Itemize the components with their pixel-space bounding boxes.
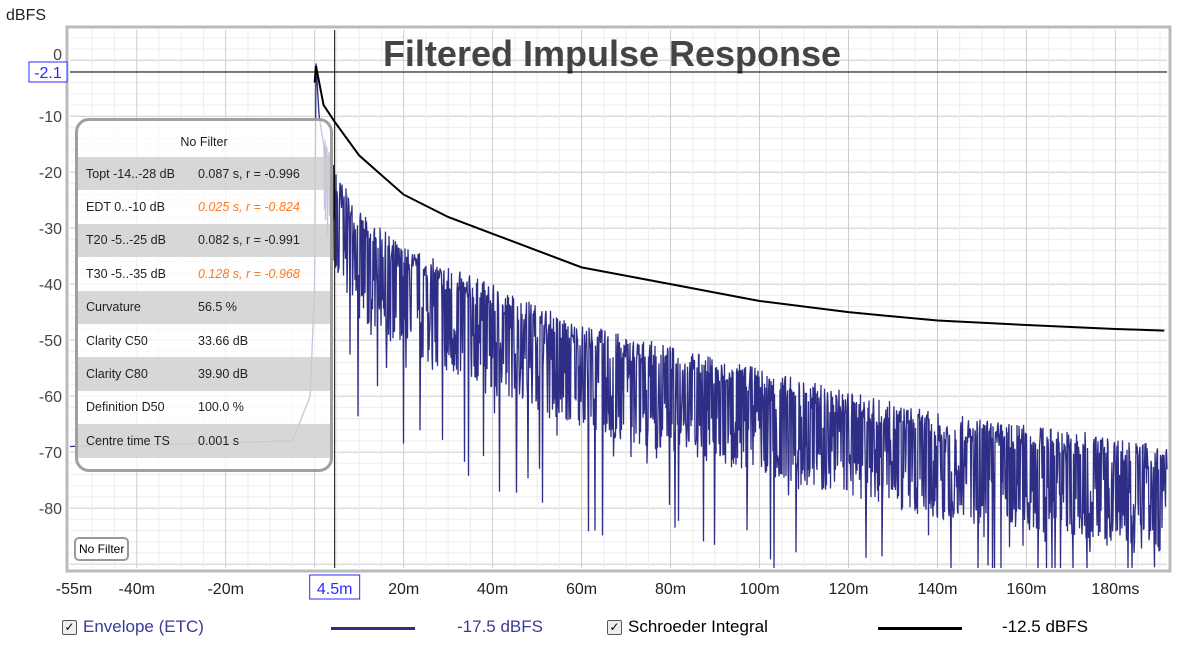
x-tick-label: 180ms	[1091, 581, 1139, 598]
panel-title: No Filter	[180, 135, 228, 149]
y-tick-label: -30	[39, 221, 62, 238]
parameter-value: 33.66 dB	[198, 333, 249, 348]
y-tick-label: -10	[39, 109, 62, 126]
parameter-row: Topt -14..-28 dB 0.087 s, r = -0.996	[78, 157, 330, 191]
y-tick-label: -50	[39, 333, 62, 350]
chart-title: Filtered Impulse Response	[383, 33, 841, 74]
x-tick-label: -40m	[119, 581, 155, 598]
x-tick-label: 60m	[566, 581, 597, 598]
parameter-row: T20 -5..-25 dB 0.082 s, r = -0.991	[78, 223, 330, 258]
parameter-row: EDT 0..-10 dB 0.025 s, r = -0.824	[78, 190, 330, 223]
envelope-label: Envelope (ETC)	[83, 617, 204, 636]
x-tick-label: 140m	[917, 581, 957, 598]
legend-envelope[interactable]: ✓ Envelope (ETC)	[62, 617, 204, 637]
parameter-label: Definition D50	[86, 400, 165, 415]
parameter-label: Clarity C80	[86, 367, 148, 382]
envelope-level: -17.5 dBFS	[457, 617, 543, 636]
cursor-x-box	[309, 574, 361, 600]
parameter-row: T30 -5..-35 dB 0.128 s, r = -0.968	[78, 257, 330, 290]
x-tick-label: 160m	[1006, 581, 1046, 598]
cursor-y-box	[28, 61, 68, 83]
x-tick-label: -20m	[207, 581, 243, 598]
parameter-value: 100.0 %	[198, 400, 244, 415]
parameter-label: EDT 0..-10 dB	[86, 200, 165, 215]
parameter-row: Definition D50 100.0 %	[78, 391, 330, 424]
y-tick-label: -70	[39, 445, 62, 462]
parameter-value: 0.001 s	[198, 433, 240, 448]
schroeder-level: -12.5 dBFS	[1002, 617, 1088, 636]
parameter-label: T20 -5..-25 dB	[86, 233, 166, 248]
parameter-label: Curvature	[86, 300, 141, 315]
legend-schroeder[interactable]: ✓ Schroeder Integral	[607, 617, 768, 637]
parameter-value: 0.025 s, r = -0.824	[198, 200, 300, 215]
envelope-checkbox[interactable]: ✓	[62, 619, 77, 635]
parameter-row: Curvature 56.5 %	[78, 290, 330, 324]
parameter-label: T30 -5..-35 dB	[86, 266, 166, 281]
parameter-value: 39.90 dB	[198, 367, 249, 382]
schroeder-checkbox[interactable]: ✓	[607, 619, 622, 635]
x-tick-label: 20m	[388, 581, 419, 598]
parameter-row: Clarity C80 39.90 dB	[78, 357, 330, 391]
y-tick-label: -60	[39, 389, 62, 406]
parameter-label: Topt -14..-28 dB	[86, 166, 175, 181]
y-tick-label: 0	[53, 47, 62, 64]
y-tick-label: -40	[39, 277, 62, 294]
acoustic-parameters-panel: No Filter Topt -14..-28 dB 0.087 s, r = -…	[75, 118, 333, 472]
x-tick-label: 80m	[655, 581, 686, 598]
y-tick-label: -20	[39, 165, 62, 182]
parameter-row: Centre time TS 0.001 s	[78, 424, 330, 458]
y-tick-label: -80	[39, 501, 62, 518]
parameter-value: 0.087 s, r = -0.996	[198, 166, 300, 181]
schroeder-line-swatch	[878, 627, 962, 630]
x-tick-label: -55m	[56, 581, 92, 598]
parameter-label: Centre time TS	[86, 433, 170, 448]
parameter-value: 56.5 %	[198, 300, 237, 315]
filter-button[interactable]: No Filter	[74, 537, 130, 561]
cursor-y-label: -2.1	[34, 65, 62, 82]
parameter-value: 0.128 s, r = -0.968	[198, 266, 300, 281]
x-tick-label: 40m	[477, 581, 508, 598]
x-tick-label: 120m	[828, 581, 868, 598]
envelope-line-swatch	[331, 627, 415, 630]
schroeder-label: Schroeder Integral	[628, 617, 768, 636]
parameter-label: Clarity C50	[86, 333, 148, 348]
cursor-x-label: 4.5m	[317, 581, 353, 598]
x-tick-label: 100m	[740, 581, 780, 598]
y-axis-label: dBFS	[6, 7, 46, 24]
parameter-row: Clarity C50 33.66 dB	[78, 324, 330, 357]
schroeder-series	[313, 65, 1165, 332]
parameter-value: 0.082 s, r = -0.991	[198, 233, 300, 248]
